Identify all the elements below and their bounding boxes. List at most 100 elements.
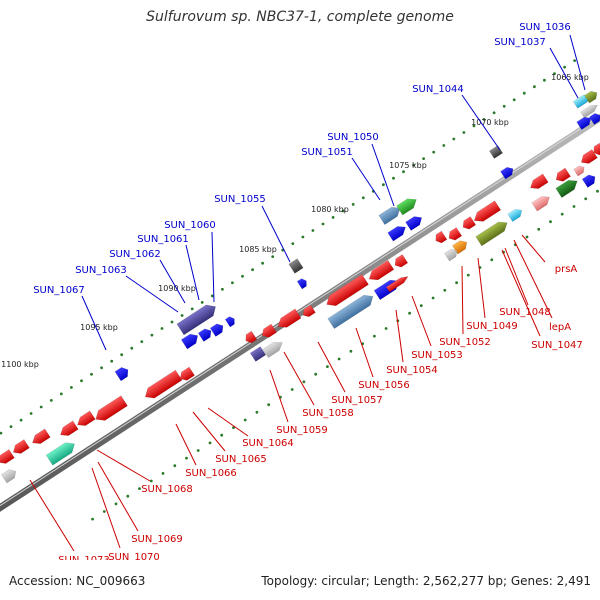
ruler-dot [321,222,325,226]
ruler-dot [572,205,576,208]
gene-label-reverse: SUN_1065 [215,454,267,465]
ruler-dot [563,65,566,69]
callout-line [504,247,529,306]
callout-line [283,351,315,406]
accession-text: Accession: NC_009663 [9,574,146,588]
ruler-dot [90,372,93,376]
gene-feature [327,294,374,329]
gene-feature [368,259,395,281]
ruler-dot [432,150,436,154]
ruler-dot [452,137,456,141]
ruler-dot [402,170,405,174]
tick-label: 1080 kbp [311,205,349,214]
callout-line [91,467,121,549]
gene-label-forward: SUN_1067 [33,285,85,296]
ruler-dot [267,403,271,407]
ruler-dot [180,314,184,317]
gene-feature [475,221,508,247]
gene-feature [500,166,514,180]
ruler-dot [549,220,552,224]
ruler-dot [150,333,154,337]
ruler-dot [231,281,234,285]
ruler-dot [120,353,124,357]
callout-line [29,479,75,552]
ruler-dot [537,227,541,231]
gene-label-forward: SUN_1036 [519,22,571,33]
gene-feature [288,258,304,274]
ruler-dot [301,235,305,239]
gene-label-reverse: SUN_1048 [499,307,551,318]
gene-feature [555,167,571,182]
ruler-dot [560,212,564,216]
gene-label-forward: SUN_1061 [137,234,189,245]
ruler-dot [220,433,224,437]
ruler-dot [170,320,174,324]
gene-label-reverse: lepA [549,322,571,333]
callout-line [97,461,139,532]
ruler-dot [382,183,385,187]
ruler-dot [512,98,516,102]
gene-label-forward: SUN_1060 [164,220,216,231]
gene-feature [179,366,195,381]
callout-line [261,205,291,263]
gene-feature [580,149,598,164]
tick-label: 1085 kbp [239,245,277,254]
ruler-dot [392,176,395,180]
ruler-dot [138,487,141,490]
gene-label-forward: SUN_1063 [75,265,127,276]
ruler-dot [149,479,153,483]
ruler-dot [361,196,365,200]
callout-line [207,407,249,437]
ruler-dot [326,365,329,368]
ruler-dot [373,334,376,338]
gene-feature [209,323,224,337]
ruler-dot [49,399,53,402]
callout-line [317,341,346,393]
ruler-dot [490,258,494,262]
gene-label-reverse: prsA [555,264,578,275]
gene-feature [385,276,409,293]
label-layer: SUN_1036 SUN_1037 SUN_1044 SUN_1050 SUN_1051… [29,22,586,560]
ruler-dot [243,418,247,422]
ruler-dot [130,346,134,350]
genome-title: Sulfurovum sp. NBC37-1, complete genome [146,9,454,25]
callout-line [185,244,200,301]
ruler-dot [533,85,536,89]
gene-feature [176,304,216,336]
ruler-dot [210,294,214,298]
ruler-dot [110,359,114,363]
ruler-dot [39,405,43,409]
gene-label-forward: SUN_1037 [494,37,546,48]
ruler-dot [221,287,224,291]
ruler-dot [80,379,83,383]
callout-line [355,327,374,378]
callout-line [477,257,486,319]
gene-feature [95,395,128,421]
gene-label-reverse: SUN_1054 [386,365,438,376]
gene-feature [245,330,258,344]
callout-line [549,47,579,99]
ruler-dot [29,412,33,415]
ruler-dot [161,472,165,475]
tick-layer: 1065 kbp 1070 kbp 1075 kbp 1080 kbp 1085 kbp… [0,59,599,521]
ruler-dot [412,163,415,167]
gene-feature [593,142,600,156]
ruler-dot [251,268,255,272]
tick-label: 1100 kbp [1,360,39,369]
ruler-dot [384,327,388,330]
gene-feature [489,145,503,159]
tick-label: 1065 kbp [551,73,589,82]
callout-line [461,265,464,335]
gene-label-reverse: SUN_1053 [411,350,463,361]
ruler-dot [443,288,447,292]
ruler-dot [442,144,446,147]
ruler-dot [70,386,73,389]
gene-feature [387,226,406,242]
gene-feature [249,346,267,362]
callout-line [175,423,197,466]
callout-line [125,275,179,313]
callout-line [569,34,586,91]
tick-label: 1095 kbp [80,323,118,332]
ruler-dot [261,261,264,265]
ruler-dot [91,517,94,521]
